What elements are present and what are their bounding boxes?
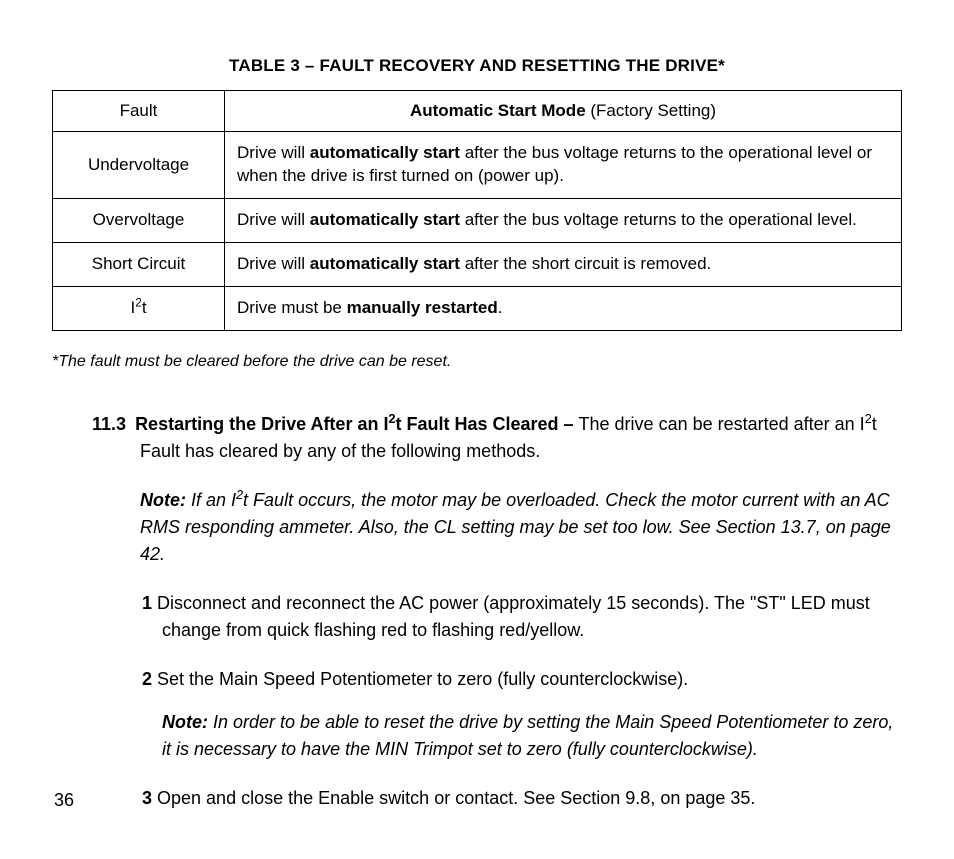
text: t [142, 298, 147, 317]
text: t Fault Has Cleared – [395, 414, 578, 434]
section-label: Restarting the Drive After an I2t Fault … [135, 414, 578, 434]
fault-undervoltage: Undervoltage [53, 132, 225, 199]
text-bold: manually restarted [347, 298, 498, 317]
step-3: 3 Open and close the Enable switch or co… [82, 785, 902, 812]
fault-i2t: I2t [53, 286, 225, 330]
note-label: Note: [162, 712, 208, 732]
text: Drive will [237, 143, 310, 162]
text-bold: automatically start [310, 210, 460, 229]
text-bold: automatically start [310, 143, 460, 162]
section-11-3: 11.3 Restarting the Drive After an I2t F… [52, 411, 902, 812]
col-fault: Fault [53, 91, 225, 132]
table-row: Overvoltage Drive will automatically sta… [53, 198, 902, 242]
fault-table: Fault Automatic Start Mode (Factory Sett… [52, 90, 902, 331]
text-sup: 2 [865, 412, 872, 426]
page-number: 36 [54, 790, 74, 811]
note-label: Note: [140, 490, 186, 510]
step-text: Set the Main Speed Potentiometer to zero… [152, 669, 688, 689]
section-heading: 11.3 Restarting the Drive After an I2t F… [82, 411, 902, 465]
step-2: 2 Set the Main Speed Potentiometer to ze… [82, 666, 902, 693]
text-sup: 2 [236, 488, 243, 502]
table-row: Short Circuit Drive will automatically s… [53, 242, 902, 286]
note-block: Note: If an I2t Fault occurs, the motor … [82, 487, 902, 568]
text: after the short circuit is removed. [460, 254, 711, 273]
table-title: TABLE 3 – FAULT RECOVERY AND RESETTING T… [52, 56, 902, 76]
desc-undervoltage: Drive will automatically start after the… [225, 132, 902, 199]
table-row: Undervoltage Drive will automatically st… [53, 132, 902, 199]
step-number: 1 [142, 593, 152, 613]
step-text: Disconnect and reconnect the AC power (a… [152, 593, 870, 640]
fault-overvoltage: Overvoltage [53, 198, 225, 242]
desc-i2t: Drive must be manually restarted. [225, 286, 902, 330]
text: The drive can be restarted after an I [579, 414, 865, 434]
text: Restarting the Drive After an I [135, 414, 388, 434]
text: Drive will [237, 210, 310, 229]
table-row: I2t Drive must be manually restarted. [53, 286, 902, 330]
text: In order to be able to reset the drive b… [162, 712, 893, 759]
step-number: 2 [142, 669, 152, 689]
step-1: 1 Disconnect and reconnect the AC power … [82, 590, 902, 644]
col-mode-rest: (Factory Setting) [586, 101, 716, 120]
text: . [498, 298, 503, 317]
text-bold: automatically start [310, 254, 460, 273]
section-number: 11.3 [92, 414, 126, 434]
text: Drive will [237, 254, 310, 273]
table-footnote: *The fault must be cleared before the dr… [52, 353, 902, 371]
desc-overvoltage: Drive will automatically start after the… [225, 198, 902, 242]
text-sup: 2 [135, 296, 142, 310]
text: Drive must be [237, 298, 347, 317]
text: after the bus voltage returns to the ope… [460, 210, 857, 229]
step-number: 3 [142, 788, 152, 808]
step-text: Open and close the Enable switch or cont… [152, 788, 755, 808]
col-mode-bold: Automatic Start Mode [410, 101, 586, 120]
table-header-row: Fault Automatic Start Mode (Factory Sett… [53, 91, 902, 132]
fault-short-circuit: Short Circuit [53, 242, 225, 286]
sub-note: Note: In order to be able to reset the d… [82, 709, 902, 763]
desc-short-circuit: Drive will automatically start after the… [225, 242, 902, 286]
col-mode: Automatic Start Mode (Factory Setting) [225, 91, 902, 132]
text: t Fault occurs, the motor may be overloa… [140, 490, 891, 564]
text: If an I [186, 490, 236, 510]
page: TABLE 3 – FAULT RECOVERY AND RESETTING T… [0, 0, 954, 812]
